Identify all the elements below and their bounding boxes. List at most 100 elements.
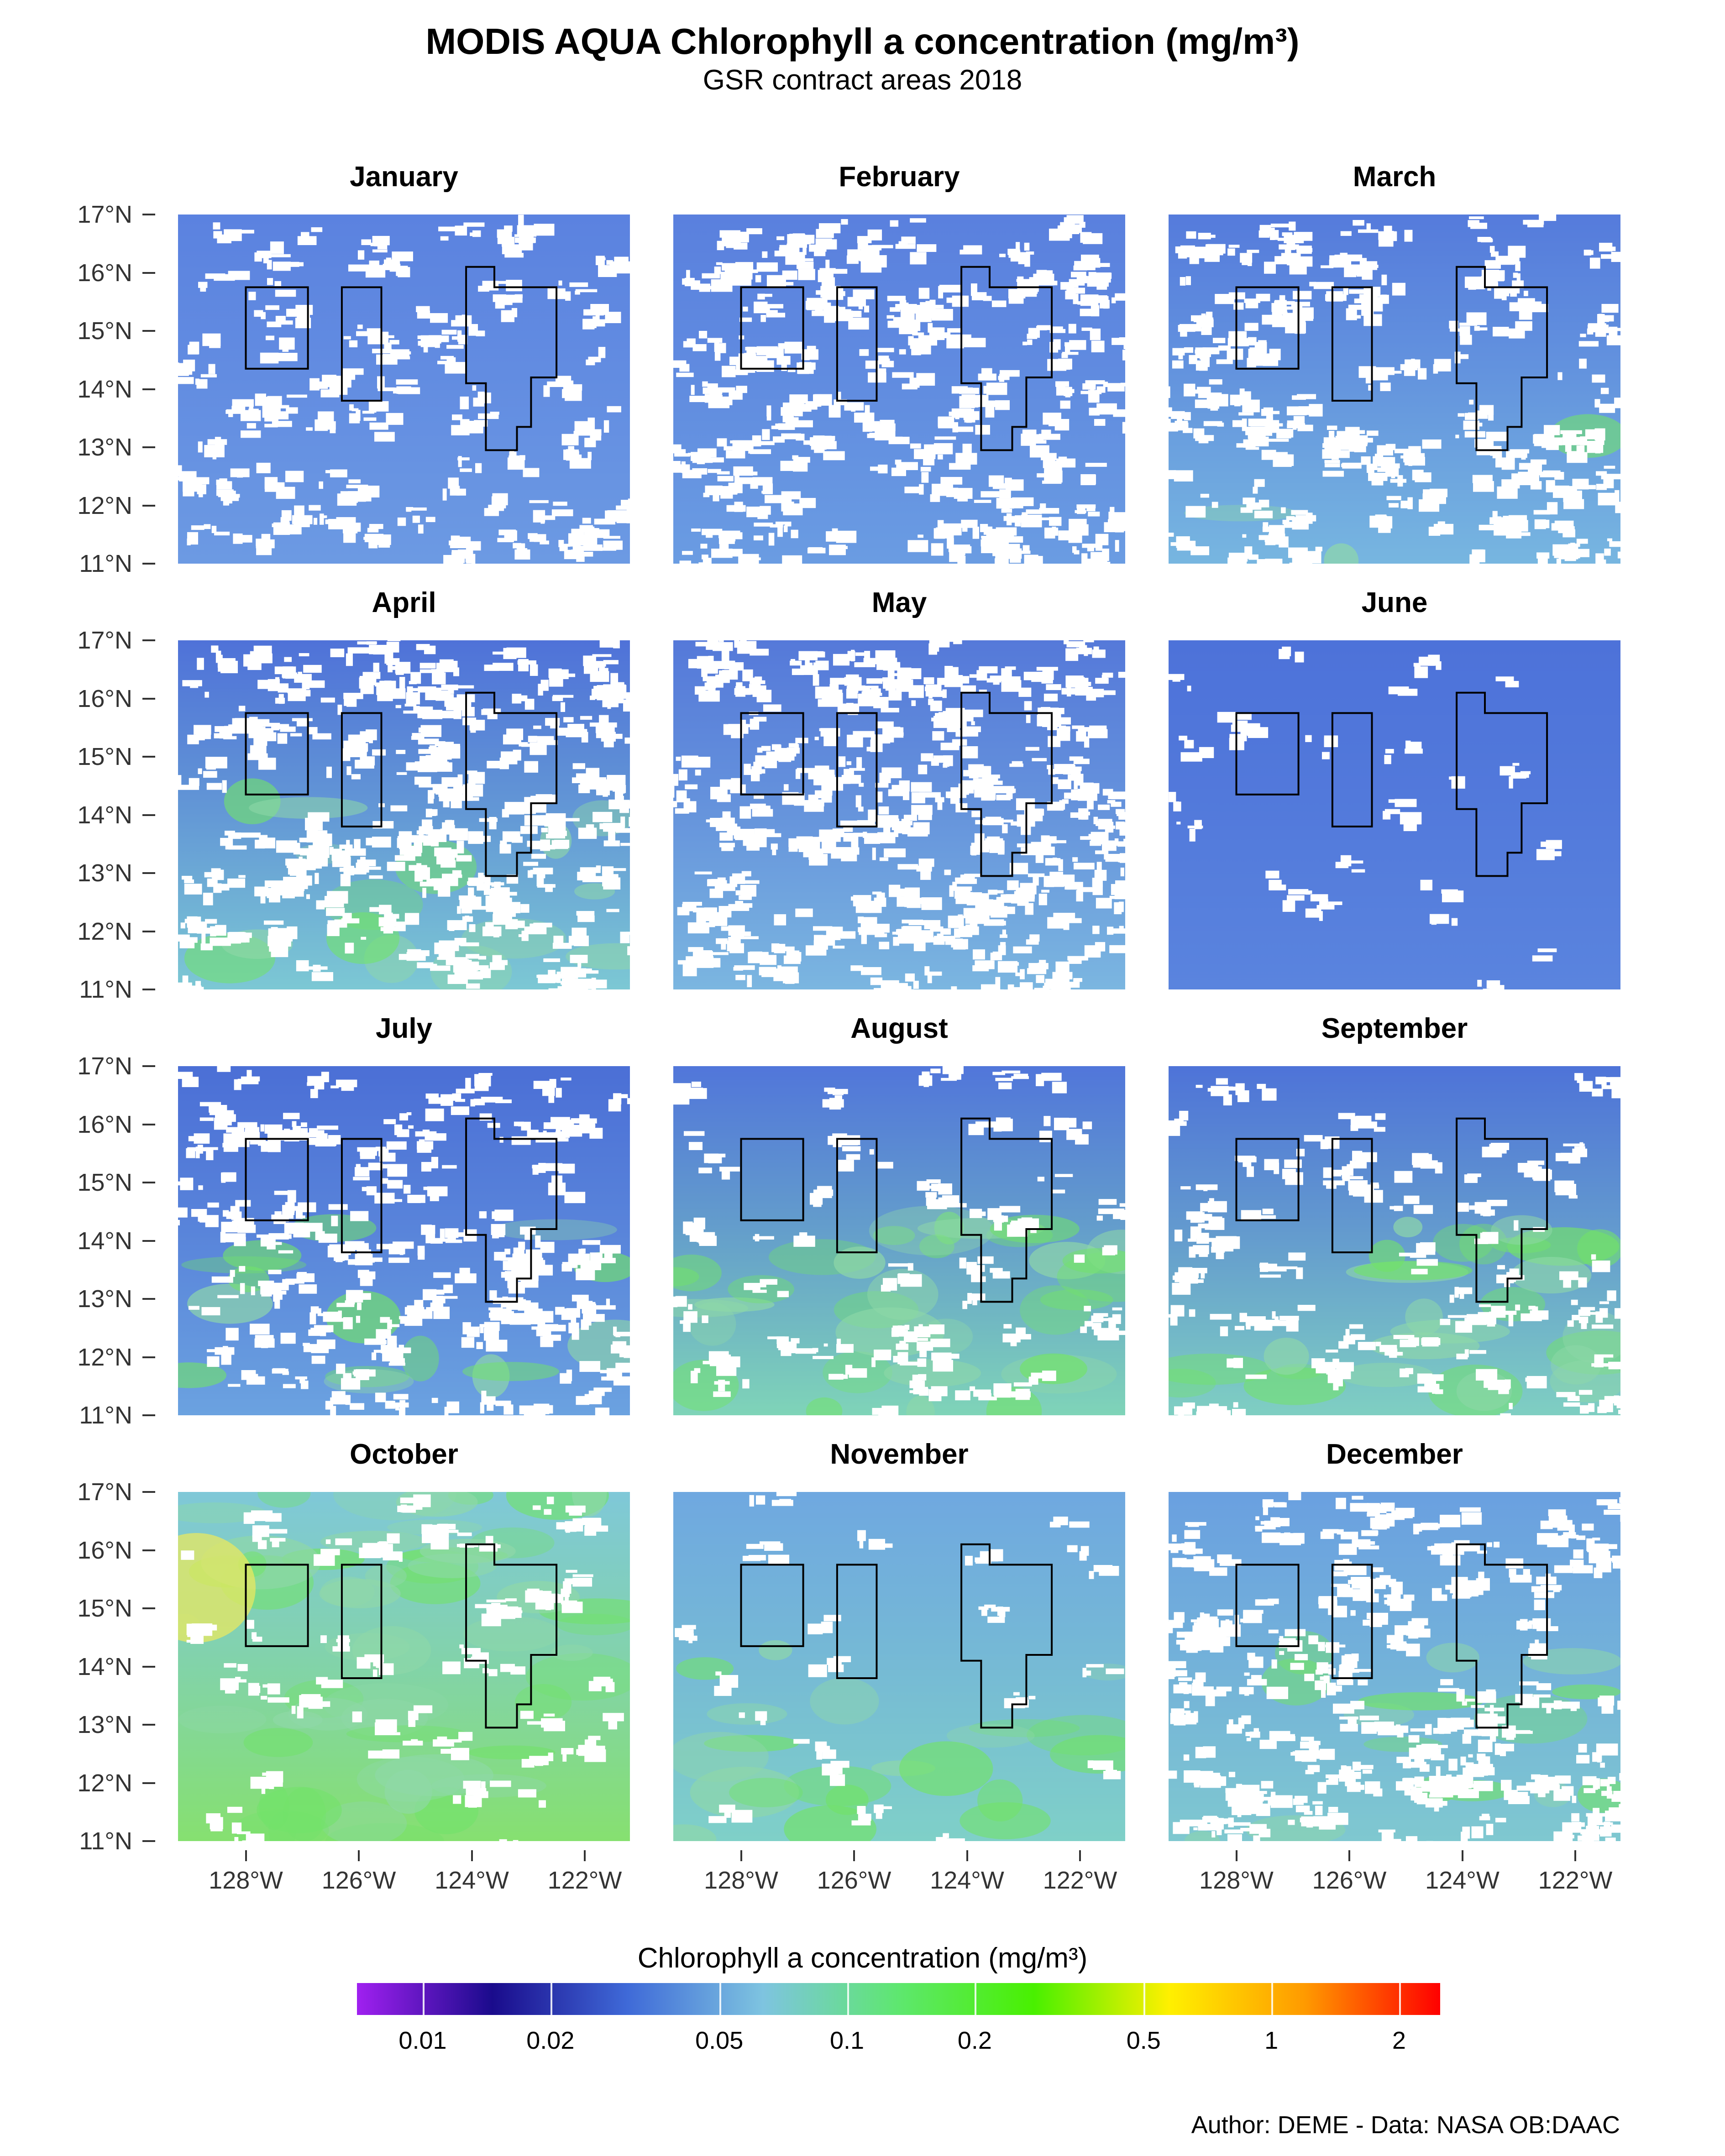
y-axis-label: 11°N — [79, 550, 132, 577]
y-axis-tick — [142, 1782, 155, 1784]
chart-title: MODIS AQUA Chlorophyll a concentration (… — [425, 21, 1300, 62]
x-axis-tick — [471, 1850, 473, 1861]
y-axis-tick — [142, 989, 155, 990]
panel-title-february: February — [839, 161, 960, 193]
legend-label: 0.05 — [695, 2027, 744, 2054]
x-axis-label: 122°W — [547, 1867, 622, 1894]
x-axis-label: 124°W — [435, 1867, 509, 1894]
contract-area-3 — [960, 1543, 1053, 1729]
y-axis-label: 11°N — [79, 976, 132, 1003]
panel-title-july: July — [375, 1013, 433, 1044]
contract-area-2 — [1331, 712, 1373, 827]
y-axis-label: 17°N — [77, 201, 132, 228]
legend-tick — [1399, 1983, 1401, 2015]
y-axis-label: 17°N — [77, 1052, 132, 1080]
legend-tick — [422, 1983, 425, 2015]
y-axis-tick — [142, 639, 155, 641]
map-panel-november — [673, 1492, 1125, 1841]
x-axis-tick — [1079, 1850, 1081, 1861]
y-axis-tick — [142, 1840, 155, 1842]
contract-area-3 — [465, 1117, 558, 1303]
y-axis-tick — [142, 446, 155, 448]
panel-title-january: January — [350, 161, 458, 193]
y-axis-tick — [142, 697, 155, 700]
y-axis-label: 13°N — [77, 1711, 132, 1738]
contract-area-3 — [1456, 1543, 1548, 1729]
y-axis-label: 13°N — [77, 1285, 132, 1313]
y-axis-label: 14°N — [77, 1653, 132, 1680]
panel-title-october: October — [350, 1439, 458, 1470]
x-axis-tick — [584, 1850, 586, 1861]
contract-area-1 — [740, 1138, 804, 1221]
contract-area-1 — [740, 1564, 804, 1647]
contract-area-2 — [341, 712, 383, 827]
y-axis-tick — [142, 1491, 155, 1493]
y-axis-label: 15°N — [77, 1595, 132, 1622]
x-axis-tick — [1348, 1850, 1350, 1861]
y-axis-label: 15°N — [77, 317, 132, 345]
contract-area-1 — [1235, 286, 1300, 370]
y-axis-tick — [142, 1356, 155, 1358]
contract-area-3 — [465, 1543, 558, 1729]
contract-area-3 — [465, 266, 558, 451]
x-axis-tick — [1235, 1850, 1237, 1861]
panel-title-december: December — [1326, 1439, 1463, 1470]
y-axis-tick — [142, 1182, 155, 1183]
contract-area-2 — [836, 1564, 878, 1679]
chart-subtitle: GSR contract areas 2018 — [703, 64, 1022, 96]
y-axis-tick — [142, 930, 155, 932]
y-axis-tick — [142, 504, 155, 507]
legend-tick — [847, 1983, 849, 2015]
x-axis-label: 126°W — [321, 1867, 396, 1894]
contract-area-1 — [1235, 1138, 1300, 1221]
contract-area-3 — [465, 691, 558, 877]
map-panel-july — [178, 1066, 630, 1415]
y-axis-label: 16°N — [77, 259, 132, 287]
map-panel-may — [673, 640, 1125, 989]
contract-area-1 — [1235, 1564, 1300, 1647]
y-axis-tick — [142, 330, 155, 332]
y-axis-tick — [142, 388, 155, 390]
y-axis-label: 11°N — [79, 1402, 132, 1429]
y-axis-label: 12°N — [77, 492, 132, 519]
y-axis-label: 13°N — [77, 859, 132, 887]
y-axis-label: 15°N — [77, 743, 132, 770]
legend-colorbar — [357, 1983, 1440, 2015]
y-axis-tick — [142, 1240, 155, 1242]
map-panel-june — [1169, 640, 1620, 989]
x-axis-label: 128°W — [704, 1867, 778, 1894]
x-axis-tick — [1574, 1850, 1576, 1861]
contract-area-3 — [960, 1117, 1053, 1303]
y-axis-tick — [142, 272, 155, 274]
map-panel-october — [178, 1492, 630, 1841]
panel-title-march: March — [1353, 161, 1437, 193]
y-axis-label: 17°N — [77, 627, 132, 654]
chlorophyll-field — [1169, 640, 1620, 989]
contract-area-2 — [1331, 286, 1373, 402]
y-axis-tick — [142, 1724, 155, 1726]
contract-area-1 — [740, 712, 804, 795]
y-axis-label: 13°N — [77, 434, 132, 461]
x-axis-tick — [1461, 1850, 1463, 1861]
y-axis-label: 14°N — [77, 801, 132, 829]
y-axis-tick — [142, 1414, 155, 1416]
x-axis-tick — [966, 1850, 968, 1861]
contract-area-2 — [341, 1564, 383, 1679]
map-panel-december — [1169, 1492, 1620, 1841]
legend-tick — [550, 1983, 552, 2015]
legend-label: 0.1 — [829, 2027, 865, 2054]
contract-area-2 — [1331, 1564, 1373, 1679]
y-axis-tick — [142, 872, 155, 874]
x-axis-tick — [358, 1850, 360, 1861]
contract-area-3 — [1456, 1117, 1548, 1303]
x-axis-label: 124°W — [1425, 1867, 1500, 1894]
contract-area-3 — [1456, 691, 1548, 877]
x-axis-label: 124°W — [930, 1867, 1004, 1894]
panel-title-may: May — [871, 587, 927, 618]
contract-area-3 — [960, 266, 1053, 451]
y-axis-label: 16°N — [77, 1536, 132, 1564]
contract-area-2 — [836, 1138, 878, 1253]
map-panel-september — [1169, 1066, 1620, 1415]
y-axis-tick — [142, 1123, 155, 1125]
x-axis-label: 126°W — [1312, 1867, 1387, 1894]
